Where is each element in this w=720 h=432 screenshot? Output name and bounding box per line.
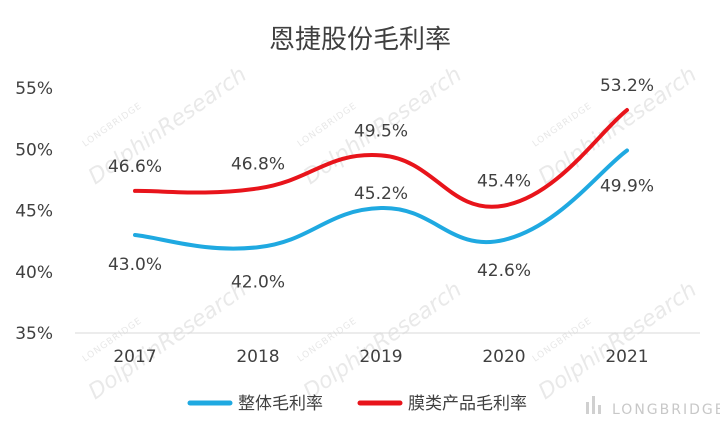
- watermark-brand-bar: [592, 396, 595, 414]
- data-labels: 43.0% 42.0% 45.2% 42.6% 49.9% 46.6% 46.8% 49.5%…: [108, 76, 654, 292]
- data-label-overall: 43.0%: [108, 255, 162, 275]
- legend-label: 整体毛利率: [238, 394, 323, 414]
- y-tick-label: 35%: [15, 324, 53, 344]
- data-label-overall: 49.9%: [600, 176, 654, 196]
- x-tick-label: 2018: [236, 347, 279, 367]
- y-tick-label: 45%: [15, 202, 53, 222]
- watermark-brand-bar: [598, 405, 601, 414]
- series-layer: [133, 108, 629, 251]
- watermark-brand-bar: [586, 402, 589, 414]
- data-label-membrane: 46.6%: [108, 157, 162, 177]
- data-label-membrane: 46.8%: [231, 154, 285, 174]
- x-tick-label: 2021: [605, 347, 648, 367]
- legend-label: 膜类产品毛利率: [408, 394, 527, 414]
- y-tick-label: 50%: [15, 140, 53, 160]
- y-tick-label: 40%: [15, 263, 53, 283]
- legend: 整体毛利率 膜类产品毛利率: [187, 394, 527, 414]
- series-line-membrane: [133, 108, 629, 209]
- data-label-membrane: 45.4%: [477, 172, 531, 192]
- data-label-overall: 42.0%: [231, 272, 285, 292]
- data-label-membrane: 49.5%: [354, 121, 408, 141]
- y-axis: 35% 40% 45% 50% 55%: [15, 79, 53, 344]
- data-label-membrane: 53.2%: [600, 76, 654, 96]
- x-tick-label: 2017: [113, 347, 156, 367]
- x-axis: 2017 2018 2019 2020 2021: [113, 347, 648, 367]
- y-tick-label: 55%: [15, 79, 53, 99]
- data-label-overall: 45.2%: [354, 184, 408, 204]
- chart-title: 恩捷股份毛利率: [269, 25, 451, 55]
- x-tick-label: 2020: [482, 347, 525, 367]
- watermark-brand: LONGBRIDGE: [612, 402, 720, 418]
- series-line-overall: [133, 148, 629, 251]
- x-tick-label: 2019: [359, 347, 402, 367]
- data-label-overall: 42.6%: [477, 261, 531, 281]
